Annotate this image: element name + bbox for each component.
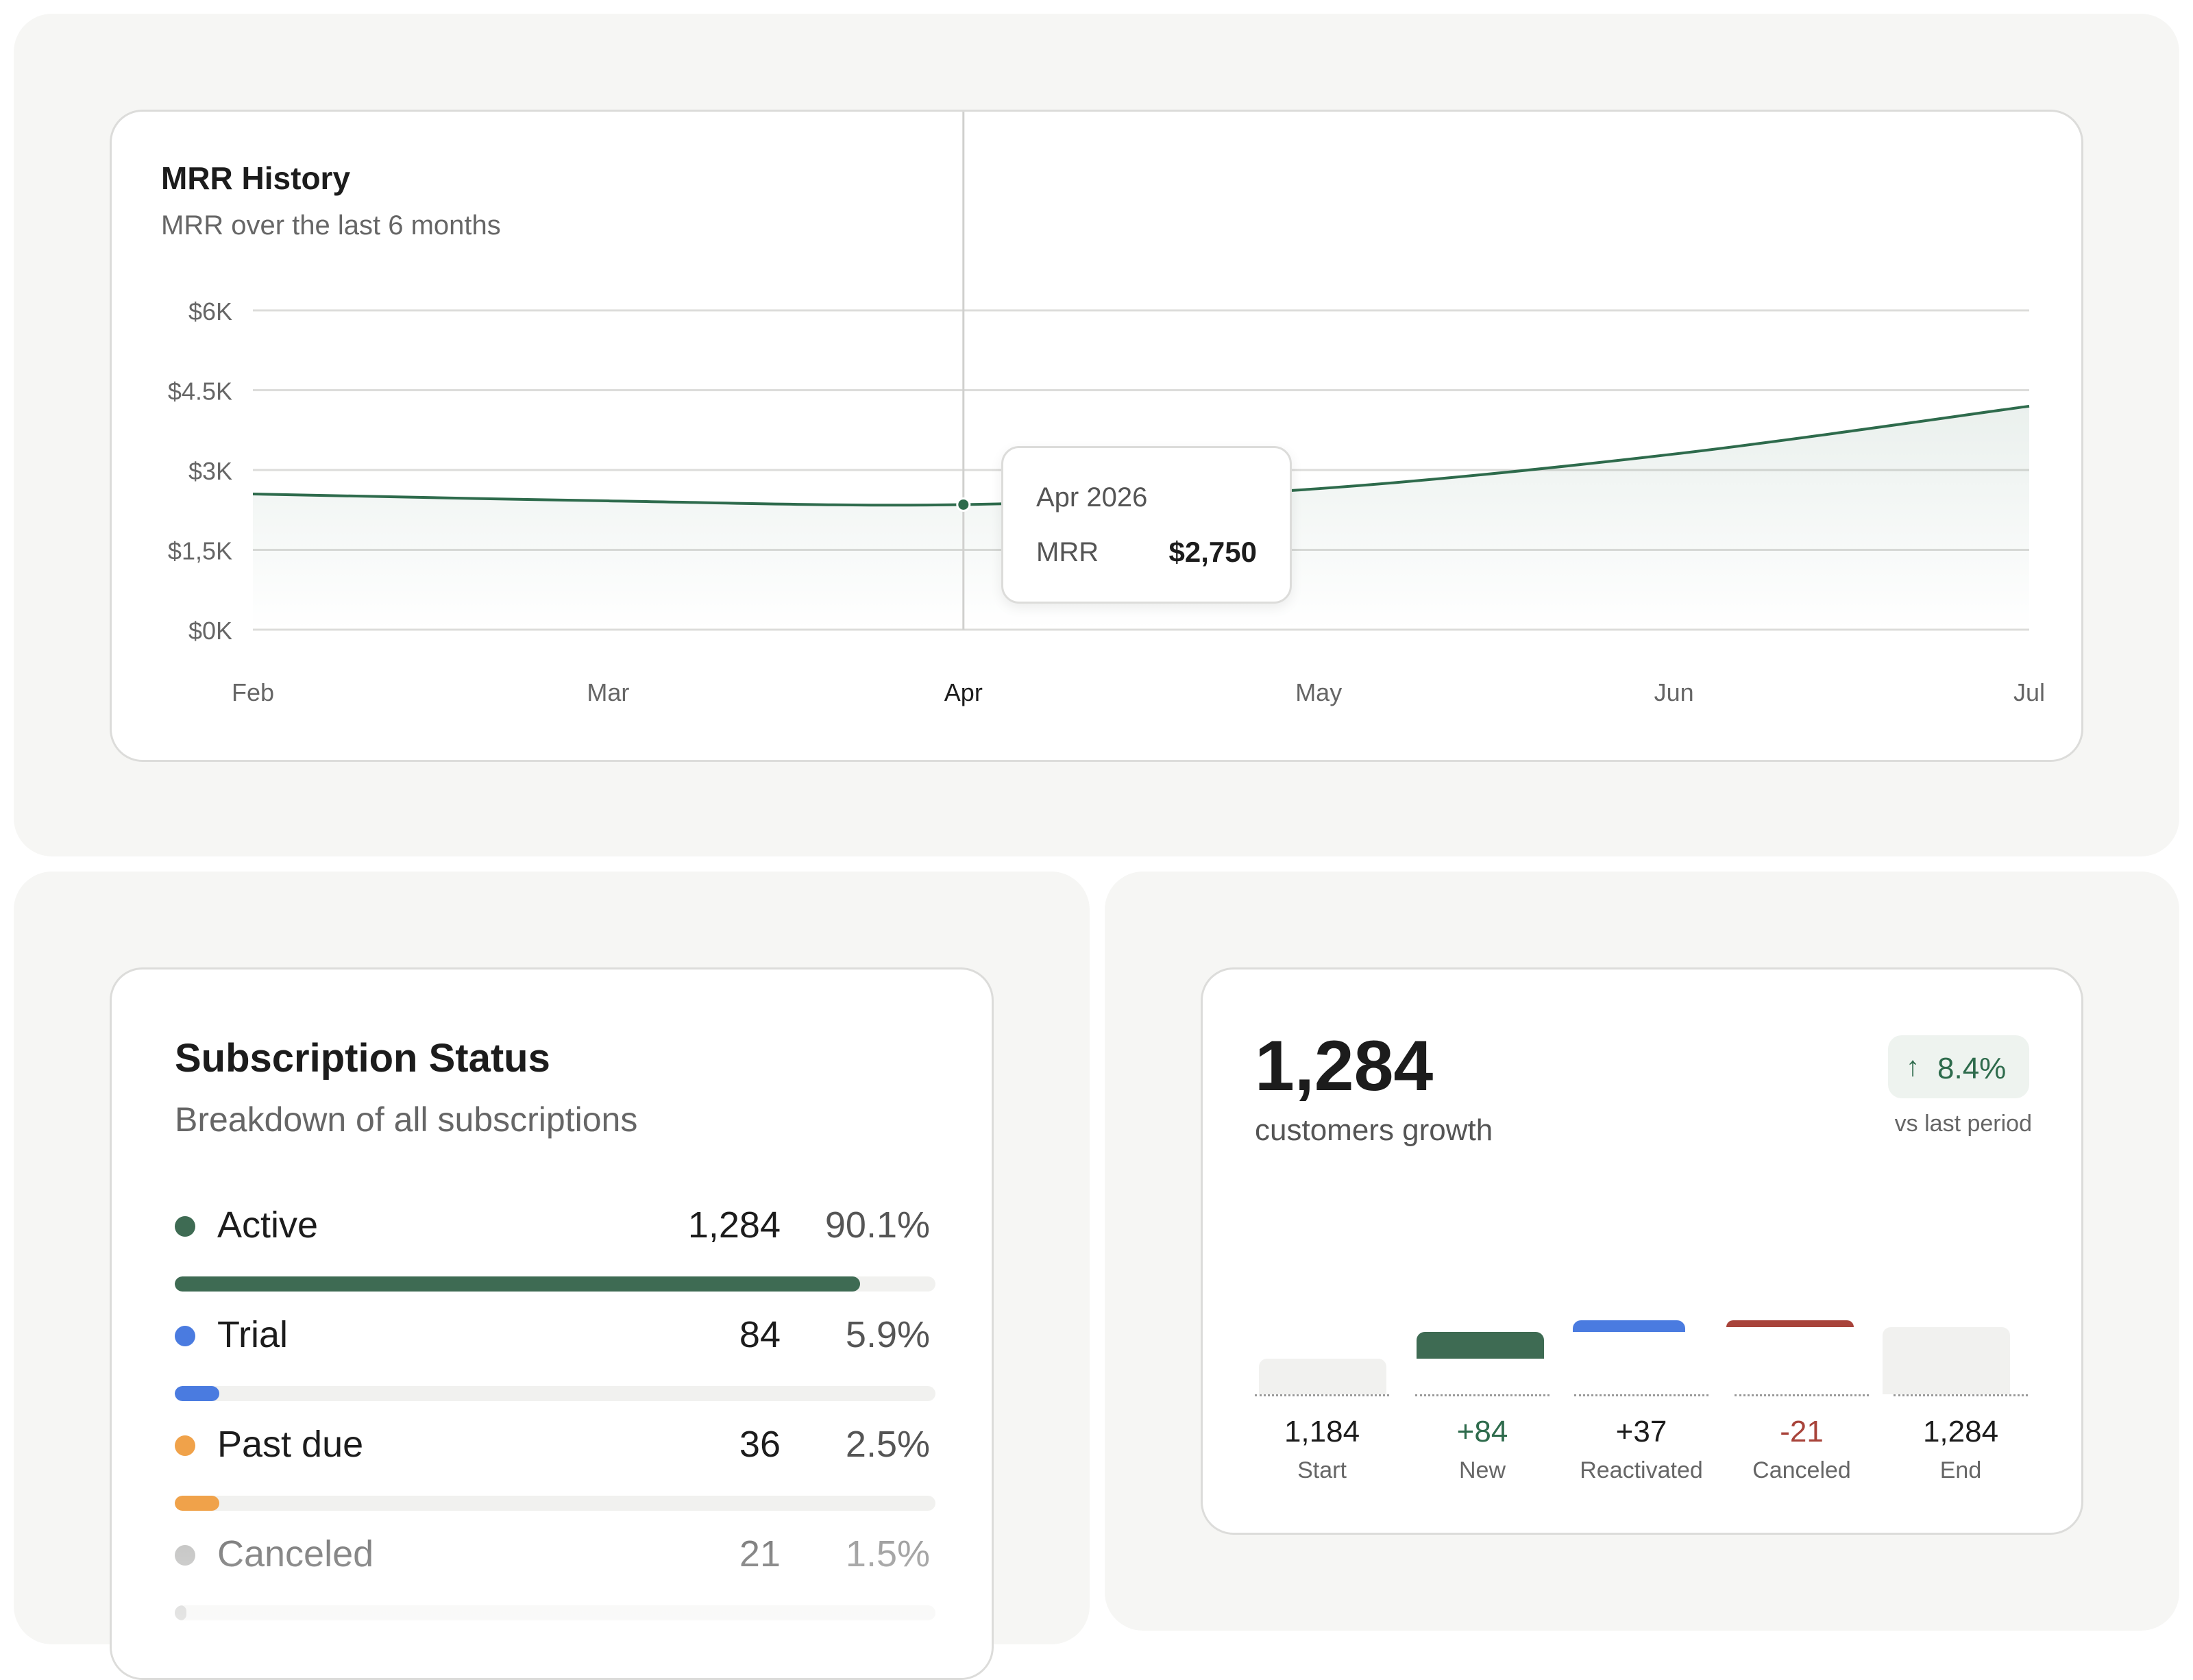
status-progress-fill [175, 1276, 861, 1292]
baseline [1735, 1394, 1869, 1396]
y-tick-label: $0K [188, 617, 232, 645]
status-name: Active [217, 1205, 319, 1246]
waterfall-bar-reactivated [1573, 1320, 1685, 1333]
status-count: 21 [739, 1533, 781, 1574]
baseline [1894, 1394, 2028, 1396]
arrow-up-icon: ↑ [1906, 1052, 1920, 1082]
waterfall-bar-end [1883, 1326, 2010, 1394]
waterfall-value: +84 [1456, 1415, 1508, 1448]
waterfall-value: 1,184 [1284, 1415, 1360, 1448]
mrr-history-card: MRR History MRR over the last 6 months $… [110, 110, 2083, 762]
growth-badge: ↑ 8.4% [1888, 1035, 2029, 1098]
mrr-area-chart[interactable]: $6K $4.5K $3K $1,5K $0K Feb Mar Apr May Jun Jul [112, 112, 2085, 764]
y-tick-label: $1,5K [168, 537, 232, 565]
status-name: Canceled [217, 1533, 374, 1574]
status-progress-fill [175, 1605, 186, 1620]
waterfall-label: Canceled [1752, 1457, 1851, 1483]
waterfall-label: Reactivated [1580, 1457, 1703, 1483]
waterfall-label: Start [1297, 1457, 1347, 1483]
baseline [1574, 1394, 1708, 1396]
x-tick-label: Jun [1654, 678, 1694, 706]
baseline [1415, 1394, 1549, 1396]
x-tick-label: May [1295, 678, 1342, 706]
status-dot [175, 1326, 195, 1346]
tooltip-date: Apr 2026 [1036, 482, 1148, 512]
status-count: 1,284 [687, 1205, 781, 1246]
waterfall-label: New [1458, 1457, 1506, 1483]
subscription-subtitle: Breakdown of all subscriptions [175, 1100, 638, 1139]
status-percent: 1.5% [845, 1533, 930, 1574]
waterfall-value: +37 [1615, 1415, 1667, 1448]
status-progress-fill [175, 1386, 220, 1401]
status-row-canceled[interactable]: Canceled 21 1.5% [175, 1533, 935, 1629]
tooltip-value: $2,750 [1168, 536, 1257, 568]
status-dot [175, 1435, 195, 1456]
chart-tooltip: Apr 2026 MRR $2,750 [1001, 446, 1292, 604]
status-progress-track [175, 1605, 935, 1620]
customers-total: 1,284 [1255, 1026, 1434, 1106]
status-progress-fill [175, 1496, 220, 1511]
status-progress-track [175, 1496, 935, 1511]
waterfall-bar-canceled [1726, 1320, 1854, 1327]
waterfall-value: 1,284 [1922, 1415, 1999, 1448]
status-dot [175, 1545, 195, 1566]
status-count: 84 [739, 1314, 781, 1355]
status-dot [175, 1216, 195, 1237]
status-percent: 90.1% [824, 1205, 930, 1246]
status-count: 36 [739, 1424, 781, 1465]
x-tick-label: Feb [232, 678, 274, 706]
x-tick-label: Jul [2013, 678, 2045, 706]
mrr-title: MRR History [161, 160, 351, 196]
status-percent: 5.9% [845, 1314, 930, 1355]
status-progress-track [175, 1386, 935, 1401]
customers-growth-card: 1,284 customers growth ↑ 8.4% vs last pe… [1201, 967, 2083, 1535]
x-tick-label: Mar [587, 678, 629, 706]
status-name: Trial [217, 1314, 288, 1355]
waterfall-value: -21 [1780, 1415, 1824, 1448]
hover-point [956, 497, 971, 512]
customers-growth-label: customers growth [1255, 1113, 1493, 1147]
status-row-trial[interactable]: Trial 84 5.9% [175, 1313, 935, 1409]
status-name: Past due [217, 1424, 364, 1465]
y-tick-label: $3K [188, 457, 232, 485]
y-tick-label: $6K [188, 297, 232, 325]
waterfall-label: End [1939, 1457, 1982, 1483]
waterfall-bar-start [1259, 1358, 1386, 1394]
tooltip-label: MRR [1036, 537, 1099, 567]
growth-percent: 8.4% [1937, 1052, 2007, 1085]
status-row-active[interactable]: Active 1,284 90.1% [175, 1204, 935, 1300]
mrr-subtitle: MRR over the last 6 months [161, 210, 501, 240]
subscription-status-card: Subscription Status Breakdown of all sub… [110, 967, 994, 1680]
x-tick-label: Apr [944, 678, 983, 706]
subscription-title: Subscription Status [175, 1036, 550, 1080]
y-tick-label: $4.5K [168, 378, 232, 406]
status-percent: 2.5% [845, 1424, 930, 1465]
waterfall-bar-new [1417, 1332, 1544, 1359]
growth-caption: vs last period [1894, 1111, 2032, 1137]
baseline [1255, 1394, 1389, 1396]
status-progress-track [175, 1276, 935, 1292]
status-row-past-due[interactable]: Past due 36 2.5% [175, 1423, 935, 1519]
